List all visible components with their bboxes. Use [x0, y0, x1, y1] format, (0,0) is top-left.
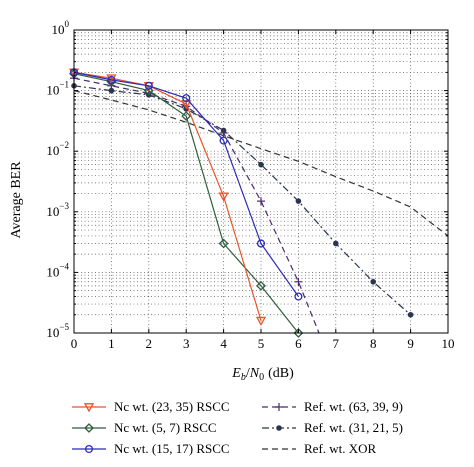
data-point-triangle: [255, 316, 267, 326]
x-tick-label: 1: [108, 336, 115, 351]
data-point-star: [407, 311, 414, 318]
data-point-plus: [294, 277, 303, 286]
data-point-star: [370, 278, 377, 285]
data-point-plus: [219, 128, 228, 137]
legend-swatch-nc-5-7: [72, 423, 106, 433]
data-point-star: [295, 198, 302, 204]
series-line: [73, 71, 262, 321]
data-point-diamond: [256, 280, 266, 291]
data-point-circle: [256, 239, 266, 248]
data-point-triangle: [218, 192, 229, 202]
data-point-triangle: [181, 100, 192, 110]
legend-label: Nc wt. (15, 17) RSCC: [114, 441, 230, 456]
axis-ticks: [73, 30, 449, 334]
data-point-diamond: [293, 328, 304, 338]
data-point-star: [332, 240, 339, 247]
series-line: [73, 71, 299, 297]
data-point-triangle: [83, 403, 95, 413]
series-0: [68, 68, 267, 326]
data-point-diamond: [84, 423, 94, 433]
legend-label: Nc wt. (5, 7) RSCC: [114, 420, 217, 435]
x-tick-label: 3: [183, 336, 190, 351]
x-tick-label: 5: [258, 336, 265, 351]
x-tick-label: 6: [295, 336, 302, 351]
data-point-plus: [275, 403, 283, 411]
data-point-diamond: [218, 238, 229, 249]
legend-item-ref-63-39-9: Ref. wt. (63, 39, 9): [260, 398, 403, 416]
legend-swatch-ref-31-21-5: [262, 425, 296, 431]
legend-item-nc-23-35: Nc wt. (23, 35) RSCC: [70, 398, 230, 416]
legend-item-ref-31-21-5: Ref. wt. (31, 21, 5): [260, 419, 403, 437]
data-point-circle: [294, 292, 303, 301]
ber-chart: 100 10−1 10−2 10−3 10−4 10−5 0 1 2 3 4 5 6 7 8 9 10 Ave…: [9, 19, 455, 383]
legend-item-nc-15-17: Nc wt. (15, 17) RSCC: [70, 440, 230, 458]
legend-label: Nc wt. (23, 35) RSCC: [114, 399, 230, 414]
data-point-circle: [107, 75, 116, 84]
data-point-diamond: [143, 85, 154, 96]
legend-item-ref-xor: Ref. wt. XOR: [260, 440, 376, 458]
legend-item-nc-5-7: Nc wt. (5, 7) RSCC: [70, 419, 217, 437]
x-axis-label: Eb/N0 (dB): [231, 366, 294, 383]
y-tick-label: 10−2: [46, 140, 69, 158]
series-line: [73, 85, 411, 316]
y-axis-label: Average BER: [9, 161, 24, 239]
data-point-diamond: [181, 111, 192, 121]
legend-swatch-nc-15-17: [72, 444, 106, 454]
data-point-triangle: [106, 74, 117, 84]
x-tick-label: 2: [146, 336, 153, 351]
x-tick-label: 10: [442, 336, 455, 351]
legend-label: Ref. wt. (31, 21, 5): [304, 420, 403, 435]
legend-swatch-ref-xor: [262, 448, 296, 450]
data-point-star: [258, 161, 264, 168]
data-point-circle: [84, 444, 94, 454]
data-point-star: [276, 425, 282, 431]
data-point-circle: [182, 94, 191, 103]
series-line: [73, 77, 320, 334]
x-tick-label: 9: [407, 336, 414, 351]
legend-label: Ref. wt. (63, 39, 9): [304, 399, 403, 414]
y-tick-label: 10−4: [46, 261, 69, 279]
x-tick-label: 8: [370, 336, 377, 351]
x-tick-label: 0: [71, 336, 78, 351]
y-tick-label: 10−1: [46, 80, 69, 98]
data-point-plus: [257, 197, 265, 206]
y-tick-labels: 100 10−1 10−2 10−3 10−4 10−5: [46, 19, 69, 340]
series-layer: [68, 68, 449, 338]
y-tick-label: 10−3: [46, 201, 69, 219]
x-tick-labels: 0 1 2 3 4 5 6 7 8 9 10: [71, 336, 455, 351]
x-tick-label: 4: [220, 336, 227, 351]
data-point-circle: [219, 136, 228, 145]
legend-label: Ref. wt. XOR: [304, 441, 377, 456]
y-tick-label: 100: [52, 19, 70, 37]
data-point-circle: [144, 81, 153, 90]
legend: Nc wt. (23, 35) RSCC Nc wt. (5, 7) RSCC …: [70, 398, 470, 462]
legend-swatch-ref-63-39-9: [262, 403, 296, 411]
grid-lines: [74, 30, 448, 333]
x-tick-label: 7: [333, 336, 340, 351]
y-tick-label: 10−5: [46, 322, 69, 340]
legend-swatch-nc-23-35: [72, 403, 106, 413]
series-5: [73, 90, 449, 237]
series-line: [73, 90, 449, 237]
